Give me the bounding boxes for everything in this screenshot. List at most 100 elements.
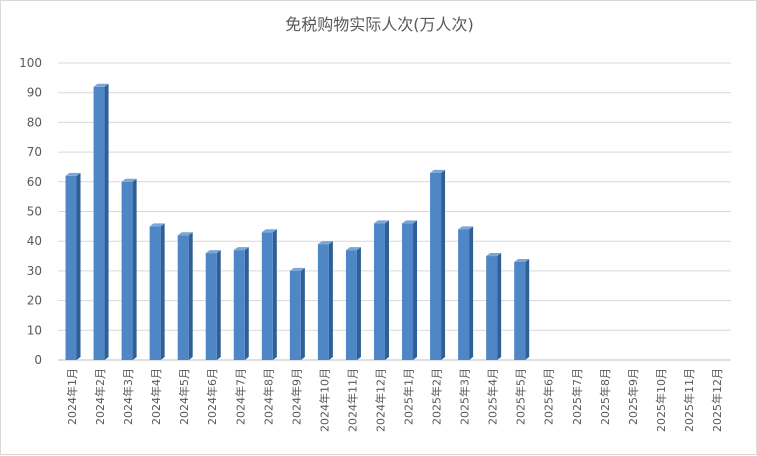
bar-top xyxy=(93,83,109,87)
bar-front xyxy=(289,270,301,360)
y-tick-label: 40 xyxy=(27,234,42,248)
x-tick-label: 2024年3月 xyxy=(121,368,135,425)
x-tick-label: 2025年1月 xyxy=(402,368,416,425)
bar xyxy=(149,223,165,360)
bar-top xyxy=(402,220,418,224)
bar-top xyxy=(289,267,305,271)
y-tick-label: 0 xyxy=(34,353,42,367)
y-tick-label: 60 xyxy=(27,175,42,189)
bar xyxy=(289,267,305,360)
bar-front xyxy=(65,175,77,360)
bar xyxy=(205,250,221,360)
bar-top xyxy=(177,232,193,236)
bar xyxy=(233,247,249,360)
bar-top xyxy=(514,258,530,262)
y-tick-label: 70 xyxy=(27,145,42,159)
y-tick-label: 10 xyxy=(27,323,42,337)
bar xyxy=(121,178,137,360)
x-tick-label: 2024年9月 xyxy=(289,368,303,425)
bar-front xyxy=(149,226,161,360)
bar-front xyxy=(458,229,470,360)
bar-front xyxy=(121,181,133,360)
bar-top xyxy=(65,172,81,176)
bar-side xyxy=(469,226,474,360)
x-tick-label: 2024年11月 xyxy=(345,368,359,432)
x-tick-label: 2025年11月 xyxy=(682,368,696,432)
bar-front xyxy=(233,250,245,360)
bar-top xyxy=(345,247,361,251)
x-tick-label: 2025年3月 xyxy=(458,368,472,425)
bar-side xyxy=(160,223,165,360)
x-tick-label: 2025年7月 xyxy=(570,368,584,425)
x-tick-label: 2024年10月 xyxy=(317,368,331,432)
bar-side xyxy=(216,250,221,360)
x-tick-label: 2024年2月 xyxy=(93,368,107,425)
bar-front xyxy=(345,250,357,360)
x-tick-label: 2024年1月 xyxy=(65,368,79,425)
bar-front xyxy=(514,261,526,360)
bar xyxy=(93,83,109,360)
x-tick-label: 2024年5月 xyxy=(177,368,191,425)
bar-top xyxy=(149,223,165,227)
bars xyxy=(65,83,530,360)
bar-top xyxy=(261,229,277,233)
x-tick-label: 2024年7月 xyxy=(233,368,247,425)
bar-top xyxy=(205,250,221,254)
x-tick-label: 2025年6月 xyxy=(542,368,556,425)
bar xyxy=(430,169,446,360)
bar-front xyxy=(205,253,217,360)
y-tick-label: 100 xyxy=(19,56,42,70)
bar-top xyxy=(121,178,137,182)
x-tick-label: 2025年8月 xyxy=(598,368,612,425)
bar-front xyxy=(261,232,273,360)
chart-title: 免税购物实际人次(万人次) xyxy=(285,15,474,34)
bar-side xyxy=(188,232,193,360)
bar-top xyxy=(373,220,389,224)
x-tick-label: 2025年10月 xyxy=(654,368,668,432)
bar-top xyxy=(317,241,333,245)
x-tick-label: 2025年5月 xyxy=(514,368,528,425)
bar-front xyxy=(177,235,189,360)
bar xyxy=(458,226,474,360)
bar-side xyxy=(328,241,333,360)
y-tick-label: 50 xyxy=(27,205,42,219)
bar xyxy=(486,253,502,360)
x-tick-label: 2024年12月 xyxy=(373,368,387,432)
y-tick-label: 30 xyxy=(27,264,42,278)
bar-side xyxy=(104,83,109,360)
bar-side xyxy=(300,267,305,360)
bar-front xyxy=(486,256,498,360)
bar xyxy=(177,232,193,360)
bar xyxy=(402,220,418,360)
grid-lines xyxy=(58,62,731,361)
x-axis-ticks: 2024年1月 2024年2月 2024年3月 2024年4月 2024年5月 2024年… xyxy=(65,368,724,432)
bar-top xyxy=(430,169,446,173)
bar-side xyxy=(384,220,389,360)
y-tick-label: 20 xyxy=(27,294,42,308)
bar-side xyxy=(497,253,502,360)
x-tick-label: 2024年6月 xyxy=(205,368,219,425)
x-tick-label: 2025年9月 xyxy=(626,368,640,425)
bar-top xyxy=(486,253,502,257)
bar-front xyxy=(402,223,414,360)
bar xyxy=(373,220,389,360)
bar-top xyxy=(458,226,474,230)
bar-side xyxy=(76,172,81,360)
x-tick-label: 2024年8月 xyxy=(261,368,275,425)
y-tick-label: 90 xyxy=(27,86,42,100)
bar-side xyxy=(441,169,446,360)
bar xyxy=(345,247,361,360)
bar xyxy=(514,258,530,360)
y-axis-ticks: 0 10 20 30 40 50 60 70 80 90 100 xyxy=(19,56,42,367)
bar xyxy=(65,172,81,360)
x-tick-label: 2025年2月 xyxy=(430,368,444,425)
bar-side xyxy=(272,229,277,360)
bar-side xyxy=(132,178,137,360)
bar-side xyxy=(356,247,361,360)
bar-front xyxy=(430,172,442,360)
bar-side xyxy=(413,220,418,360)
bar-side xyxy=(525,258,530,360)
bar xyxy=(317,241,333,360)
